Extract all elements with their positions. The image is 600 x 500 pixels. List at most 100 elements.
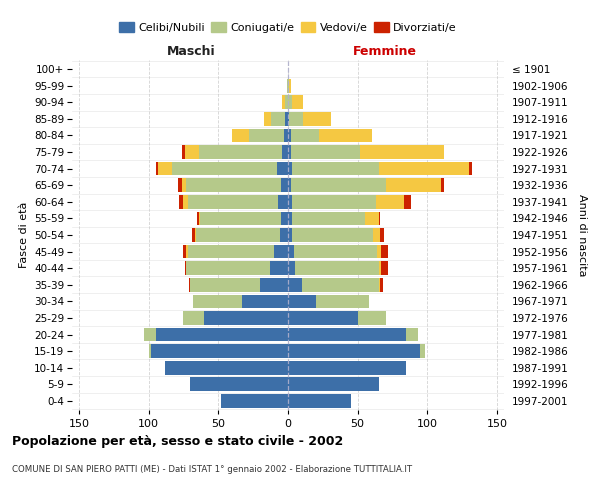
Bar bbox=[172, 162, 277, 175]
Bar bbox=[291, 178, 386, 192]
Bar bbox=[277, 162, 288, 175]
Bar bbox=[274, 245, 288, 258]
Bar bbox=[288, 262, 295, 275]
Bar bbox=[379, 262, 382, 275]
Bar bbox=[404, 195, 410, 208]
Bar bbox=[292, 228, 373, 242]
Bar bbox=[289, 79, 291, 92]
Bar bbox=[192, 228, 194, 242]
Bar bbox=[188, 245, 274, 258]
Bar bbox=[193, 294, 242, 308]
Bar bbox=[358, 311, 386, 324]
Bar bbox=[155, 328, 288, 342]
Bar bbox=[184, 195, 188, 208]
Bar bbox=[280, 228, 288, 242]
Bar bbox=[196, 228, 280, 242]
Bar bbox=[288, 294, 316, 308]
Bar bbox=[293, 245, 377, 258]
Bar bbox=[380, 278, 383, 291]
Bar bbox=[288, 245, 293, 258]
Bar bbox=[189, 278, 190, 291]
Bar bbox=[184, 245, 186, 258]
Bar bbox=[270, 262, 288, 275]
Bar bbox=[288, 278, 302, 291]
Bar bbox=[421, 344, 425, 358]
Bar bbox=[441, 178, 444, 192]
Bar bbox=[288, 96, 292, 109]
Bar bbox=[292, 195, 376, 208]
Bar bbox=[288, 128, 291, 142]
Bar bbox=[186, 245, 188, 258]
Bar bbox=[200, 212, 281, 225]
Bar bbox=[288, 344, 421, 358]
Bar bbox=[281, 178, 288, 192]
Y-axis label: Fasce di età: Fasce di età bbox=[19, 202, 29, 268]
Bar bbox=[288, 212, 292, 225]
Bar bbox=[197, 212, 199, 225]
Bar bbox=[285, 112, 288, 126]
Bar bbox=[151, 344, 288, 358]
Bar bbox=[361, 146, 444, 159]
Bar bbox=[288, 195, 292, 208]
Bar bbox=[288, 178, 291, 192]
Text: Popolazione per età, sesso e stato civile - 2002: Popolazione per età, sesso e stato civil… bbox=[12, 435, 343, 448]
Bar bbox=[185, 146, 199, 159]
Bar bbox=[291, 128, 319, 142]
Bar bbox=[295, 262, 379, 275]
Bar bbox=[292, 96, 304, 109]
Bar bbox=[271, 112, 285, 126]
Bar bbox=[319, 128, 371, 142]
Bar bbox=[288, 394, 351, 407]
Y-axis label: Anni di nascita: Anni di nascita bbox=[577, 194, 587, 276]
Bar bbox=[302, 278, 379, 291]
Bar bbox=[373, 228, 380, 242]
Bar bbox=[145, 328, 155, 342]
Bar bbox=[188, 195, 278, 208]
Bar bbox=[316, 294, 369, 308]
Bar bbox=[285, 96, 288, 109]
Bar bbox=[205, 311, 288, 324]
Bar bbox=[406, 328, 418, 342]
Bar bbox=[289, 112, 304, 126]
Text: Maschi: Maschi bbox=[166, 44, 215, 58]
Bar bbox=[377, 245, 382, 258]
Bar bbox=[365, 212, 379, 225]
Bar bbox=[260, 278, 288, 291]
Bar bbox=[190, 378, 288, 391]
Bar bbox=[178, 178, 182, 192]
Bar bbox=[287, 79, 288, 92]
Bar bbox=[232, 128, 249, 142]
Bar bbox=[288, 228, 292, 242]
Bar bbox=[469, 162, 472, 175]
Bar bbox=[186, 178, 281, 192]
Bar bbox=[166, 361, 288, 374]
Bar bbox=[380, 228, 384, 242]
Bar bbox=[291, 146, 361, 159]
Text: COMUNE DI SAN PIERO PATTI (ME) - Dati ISTAT 1° gennaio 2002 - Elaborazione TUTTI: COMUNE DI SAN PIERO PATTI (ME) - Dati IS… bbox=[12, 465, 412, 474]
Text: Femmine: Femmine bbox=[353, 44, 417, 58]
Bar bbox=[199, 146, 283, 159]
Bar bbox=[379, 278, 380, 291]
Bar bbox=[288, 112, 289, 126]
Bar bbox=[182, 146, 185, 159]
Bar bbox=[288, 162, 292, 175]
Bar bbox=[199, 212, 200, 225]
Bar bbox=[304, 112, 331, 126]
Bar bbox=[288, 328, 406, 342]
Bar bbox=[278, 195, 288, 208]
Bar bbox=[221, 394, 288, 407]
Bar bbox=[184, 311, 205, 324]
Bar bbox=[155, 162, 158, 175]
Bar bbox=[249, 128, 284, 142]
Bar bbox=[284, 128, 288, 142]
Bar bbox=[283, 96, 285, 109]
Bar bbox=[179, 195, 184, 208]
Bar bbox=[265, 112, 271, 126]
Bar bbox=[288, 146, 291, 159]
Bar bbox=[288, 361, 406, 374]
Bar bbox=[186, 262, 270, 275]
Bar bbox=[149, 344, 151, 358]
Bar bbox=[379, 212, 380, 225]
Bar bbox=[242, 294, 288, 308]
Bar bbox=[158, 162, 172, 175]
